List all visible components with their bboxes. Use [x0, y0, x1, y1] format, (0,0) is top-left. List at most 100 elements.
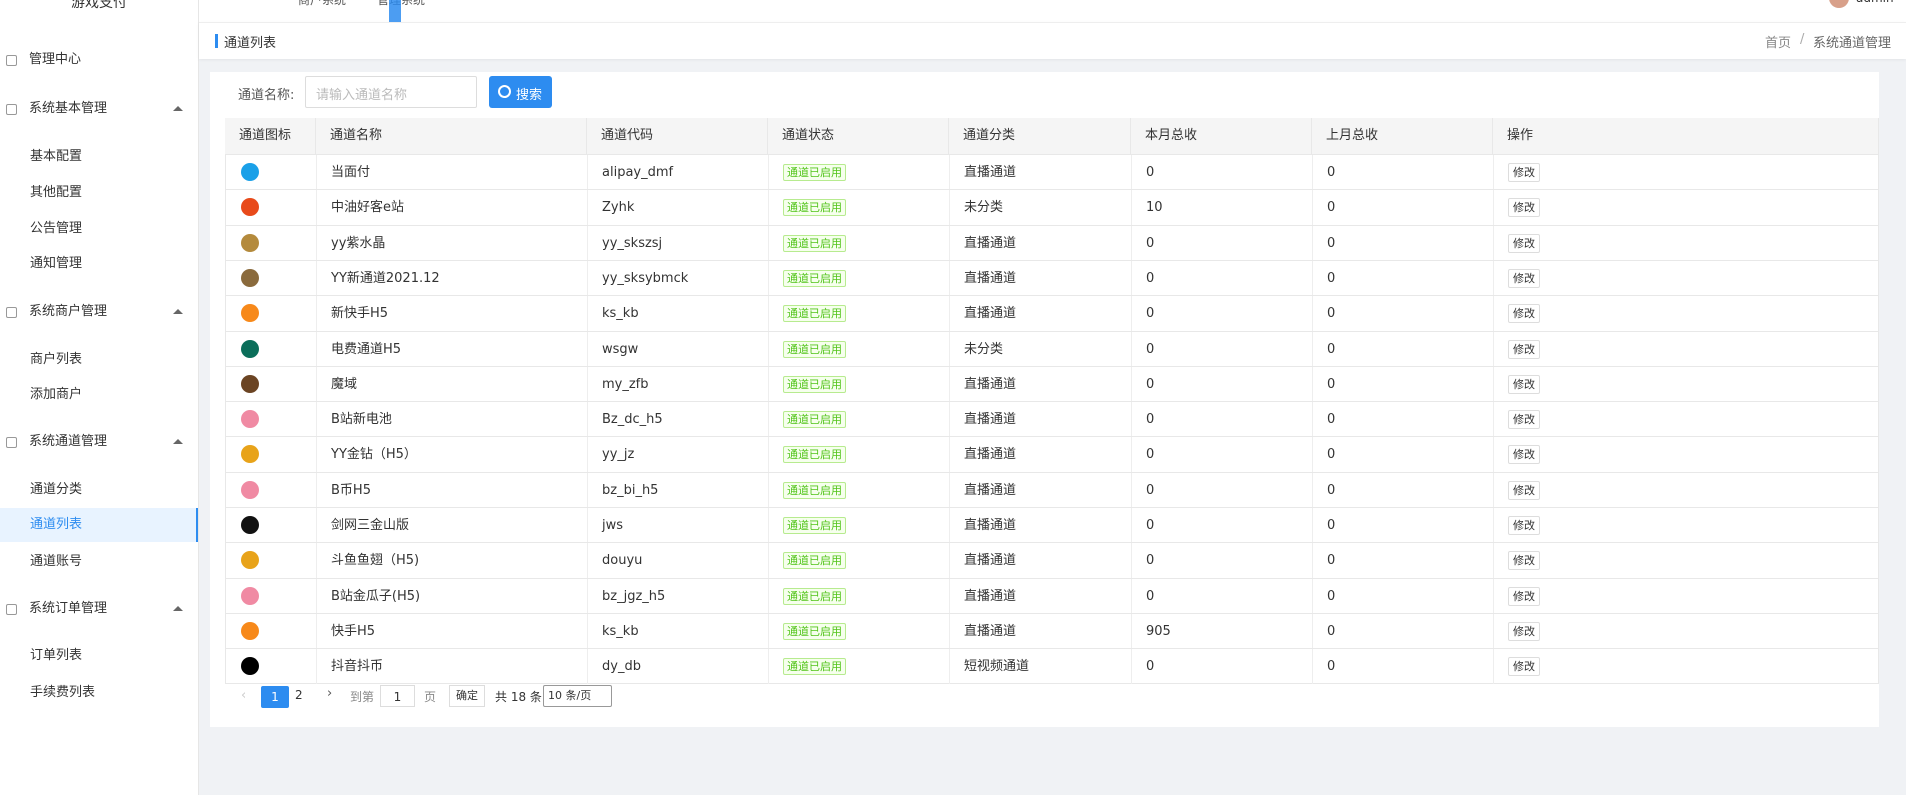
page-size-select[interactable]: 10 条/页	[543, 685, 612, 707]
table-cell: ks_kb	[587, 613, 768, 650]
page-button-active[interactable]: 1	[261, 686, 289, 708]
cell-text: 0	[1146, 447, 1155, 463]
table-header: 通道图标 通道名称 通道代码 通道状态 通道分类 本月总收 上月总收 操作	[225, 118, 1879, 154]
menu-item[interactable]: 订单列表	[0, 639, 198, 673]
menu-item[interactable]: 其他配置	[0, 176, 198, 210]
table-cell: 直播通道	[949, 402, 1131, 438]
search-label: 通道名称:	[238, 88, 295, 103]
table-cell: yy_jz	[587, 437, 768, 473]
cell-text: yy_jz	[602, 447, 635, 463]
table-cell: 905	[1131, 613, 1312, 650]
cell-text: 0	[1327, 306, 1336, 322]
channel-icon	[241, 516, 259, 534]
table-cell: 直播通道	[949, 296, 1131, 332]
cell-text: yy_skszsj	[602, 235, 663, 251]
cell-text: yy_sksybmck	[602, 270, 689, 286]
search-button[interactable]: 搜索	[489, 76, 552, 108]
prev-page[interactable]: ‹	[241, 688, 247, 703]
top-nav-link[interactable]: 管理系统	[377, 0, 426, 7]
cell-text: 0	[1327, 235, 1336, 251]
cell-text: 10	[1146, 200, 1163, 216]
table-cell: yy_sksybmck	[587, 260, 768, 297]
cell-text: 未分类	[964, 200, 1004, 216]
table-cell: 电费通道H5	[316, 331, 587, 367]
menu-item-label: 订单列表	[30, 648, 83, 663]
page-unit: 页	[424, 690, 437, 704]
edit-button[interactable]: 修改	[1508, 268, 1540, 288]
table-cell: 0	[1312, 508, 1493, 544]
search-placeholder: 请输入通道名称	[316, 88, 408, 103]
menu-item[interactable]: 通知管理	[0, 247, 198, 281]
table-cell: 直播通道	[949, 613, 1131, 650]
menu-group[interactable]: 系统订单管理	[0, 592, 198, 626]
table-cell: 短视频通道	[949, 649, 1131, 685]
cell-text: 直播通道	[964, 270, 1017, 286]
cell-text: 直播通道	[964, 165, 1017, 180]
cell-text: 斗鱼鱼翅（H5)	[331, 553, 420, 569]
search-input[interactable]: 请输入通道名称	[305, 76, 477, 108]
menu-item-label: 通知管理	[30, 256, 83, 271]
user-name[interactable]: admin	[1856, 0, 1894, 5]
expand-arrow	[173, 439, 183, 444]
edit-button[interactable]: 修改	[1508, 339, 1540, 359]
next-page[interactable]: ›	[327, 686, 333, 701]
menu-item[interactable]: 商户列表	[0, 343, 198, 377]
status-tag: 通道已启用	[783, 658, 846, 676]
edit-button[interactable]: 修改	[1508, 163, 1540, 182]
menu-group[interactable]: 系统通道管理	[0, 425, 198, 459]
table-cell: Zyhk	[587, 190, 768, 226]
channel-icon	[241, 480, 259, 499]
edit-button[interactable]: 修改	[1508, 480, 1540, 500]
menu-item[interactable]: 公告管理	[0, 212, 198, 246]
content-card: 通道名称: 请输入通道名称 搜索通道图标 通道名称 通道代码 通道状态 通道分类 本月总收 上月…	[210, 72, 1879, 727]
table-cell: 当面付	[316, 155, 587, 191]
table-cell: 新快手H5	[316, 296, 587, 332]
menu-group[interactable]: 系统商户管理	[0, 295, 198, 329]
table-cell: yy紫水晶	[316, 225, 587, 261]
goto-input[interactable]: 1	[380, 685, 415, 707]
edit-button[interactable]: 修改	[1508, 304, 1540, 324]
cell-text: jws	[602, 518, 624, 533]
table-cell: 修改	[1493, 225, 1879, 261]
edit-button[interactable]: 修改	[1508, 551, 1540, 571]
edit-button[interactable]: 修改	[1508, 621, 1540, 641]
menu-item[interactable]: 手续费列表	[0, 676, 198, 710]
edit-button[interactable]: 修改	[1508, 374, 1540, 394]
edit-button[interactable]: 修改	[1508, 445, 1540, 465]
table-cell: 0	[1131, 296, 1312, 332]
cell-text: 电费通道H5	[331, 341, 402, 357]
cell-text: bz_bi_h5	[602, 482, 659, 498]
top-nav-link[interactable]: 商户系统	[298, 0, 347, 7]
cell-text: 直播通道	[964, 482, 1017, 498]
edit-button[interactable]: 修改	[1508, 410, 1540, 430]
table-row: YY金钻（H5） yy_jz 通道已启用 直播通道 0 0 修改	[225, 436, 1879, 473]
menu-item[interactable]: 通道列表	[0, 508, 198, 542]
menu-item[interactable]: 添加商户	[0, 378, 198, 412]
edit-button[interactable]: 修改	[1508, 233, 1540, 253]
page-button[interactable]: 2	[295, 688, 303, 702]
menu-group[interactable]: 管理中心	[0, 43, 198, 77]
cell-text: 剑网三金山版	[331, 518, 410, 533]
table-cell: 修改	[1493, 155, 1879, 191]
menu-item[interactable]: 通道账号	[0, 545, 198, 579]
menu-group[interactable]: 系统基本管理	[0, 92, 198, 126]
menu-icon	[6, 307, 17, 318]
cell-text: 0	[1146, 412, 1155, 428]
menu-item[interactable]: 通道分类	[0, 473, 198, 507]
menu-icon	[6, 55, 17, 66]
edit-button[interactable]: 修改	[1508, 657, 1540, 677]
column-header: 本月总收	[1131, 118, 1312, 154]
cell-text: 快手H5	[331, 623, 376, 639]
breadcrumb-link[interactable]: 首页	[1765, 36, 1792, 51]
menu-item[interactable]: 基本配置	[0, 140, 198, 174]
edit-button[interactable]: 修改	[1508, 516, 1540, 535]
user-avatar	[1829, 0, 1849, 8]
edit-button[interactable]: 修改	[1508, 198, 1540, 218]
cell-text: 0	[1146, 482, 1155, 498]
edit-button[interactable]: 修改	[1508, 586, 1540, 606]
confirm-button[interactable]: 确定	[449, 685, 485, 707]
cell-text: 中油好客e站	[331, 200, 404, 216]
cell-text: 直播通道	[964, 412, 1017, 428]
table-row: 剑网三金山版 jws 通道已启用 直播通道 0 0 修改	[225, 507, 1879, 544]
cell-text: 0	[1327, 482, 1336, 498]
